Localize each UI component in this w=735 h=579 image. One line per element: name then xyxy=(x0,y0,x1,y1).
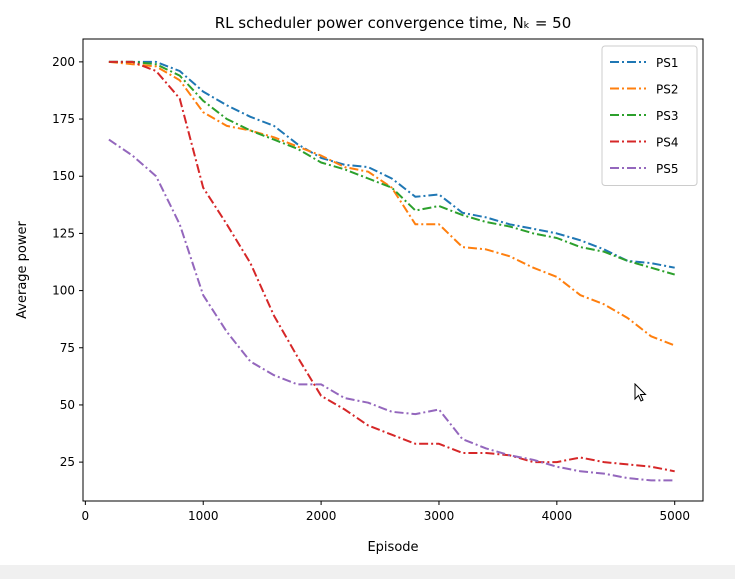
legend-box xyxy=(601,45,698,186)
legend-label-ps1: PS1 xyxy=(656,56,679,70)
legend: PS1 PS2 PS3 PS4 PS5 xyxy=(601,45,698,186)
legend-label-ps3: PS3 xyxy=(656,109,679,123)
series-line-ps3 xyxy=(108,60,675,276)
series-lines xyxy=(108,60,676,482)
y-tick-label: 200 xyxy=(52,55,75,69)
x-tick-label: 5000 xyxy=(659,509,690,523)
y-tick-label: 50 xyxy=(60,398,75,412)
x-tick-label: 1000 xyxy=(188,509,219,523)
y-axis-label: Average power xyxy=(15,220,30,318)
x-tick-label: 0 xyxy=(82,509,90,523)
series-line-ps4 xyxy=(108,60,675,473)
chart-title: RL scheduler power convergence time, Nₖ … xyxy=(215,14,572,32)
y-tick-label: 75 xyxy=(60,341,75,355)
x-tick-label: 3000 xyxy=(424,509,455,523)
line-chart: RL scheduler power convergence time, Nₖ … xyxy=(15,14,704,555)
y-tick-label: 175 xyxy=(52,112,75,126)
x-tick-label: 4000 xyxy=(542,509,573,523)
series-line-ps5 xyxy=(108,138,675,482)
mouse-cursor-icon xyxy=(634,383,647,402)
plot-area-frame xyxy=(82,38,704,502)
x-tick-label: 2000 xyxy=(306,509,337,523)
legend-label-ps4: PS4 xyxy=(656,136,679,150)
legend-label-ps2: PS2 xyxy=(656,83,679,97)
legend-label-ps5: PS5 xyxy=(656,162,679,176)
x-axis-label: Episode xyxy=(367,540,418,555)
window-status-bar xyxy=(0,565,735,579)
y-tick-label: 100 xyxy=(52,284,75,298)
y-tick-label: 25 xyxy=(60,455,75,469)
series-line-ps2 xyxy=(108,60,676,347)
series-line-ps1 xyxy=(108,60,675,269)
axes-ticks: 0 1000 2000 3000 4000 5000 25 50 75 100 125 150 175 2… xyxy=(52,55,690,523)
y-tick-label: 125 xyxy=(52,226,75,240)
y-tick-label: 150 xyxy=(52,169,75,183)
